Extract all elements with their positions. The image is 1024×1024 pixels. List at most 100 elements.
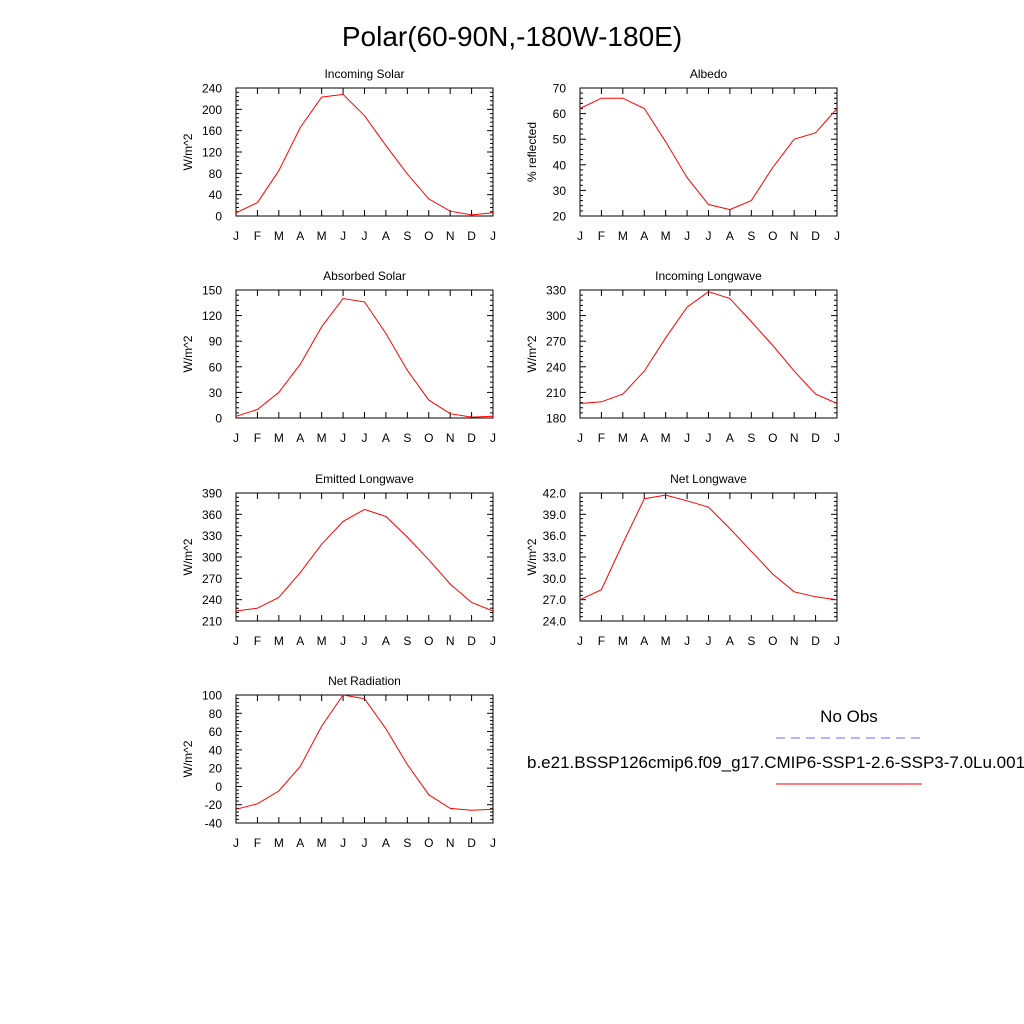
- y-tick-label: 50: [553, 133, 567, 147]
- x-tick-label: J: [362, 634, 368, 648]
- plot-frame: [235, 289, 494, 419]
- y-tick-label: 330: [546, 284, 566, 298]
- x-tick-label: S: [747, 229, 755, 243]
- x-tick-label: J: [706, 431, 712, 445]
- series-line-absorbed-solar: [235, 297, 494, 418]
- x-tick-label: J: [684, 431, 690, 445]
- y-tick-label: 60: [553, 107, 567, 121]
- x-tick-label: O: [424, 431, 433, 445]
- y-tick-label: 120: [202, 146, 222, 160]
- x-tick-label: S: [747, 634, 755, 648]
- y-tick-label: 30: [209, 386, 223, 400]
- x-tick-label: J: [490, 229, 496, 243]
- x-tick-label: D: [467, 229, 476, 243]
- x-tick-label: M: [661, 431, 671, 445]
- panel-title: Incoming Solar: [324, 67, 404, 81]
- y-tick-label: 42.0: [543, 487, 567, 501]
- x-tick-label: F: [254, 836, 261, 850]
- y-tick-label: 40: [209, 188, 223, 202]
- panel-title: Net Longwave: [670, 472, 747, 486]
- x-tick-label: J: [233, 229, 239, 243]
- x-tick-label: A: [640, 634, 648, 648]
- y-tick-label: 300: [546, 309, 566, 323]
- x-tick-label: F: [254, 229, 261, 243]
- y-tick-label: 70: [553, 82, 567, 96]
- x-tick-label: J: [233, 836, 239, 850]
- legend: No Obs b.e21.BSSP126cmip6.f09_g17.CMIP6-…: [527, 707, 1024, 785]
- x-tick-label: M: [274, 229, 284, 243]
- x-tick-label: M: [274, 634, 284, 648]
- x-tick-label: J: [577, 431, 583, 445]
- x-tick-label: A: [296, 634, 304, 648]
- y-tick-label: 210: [546, 386, 566, 400]
- x-tick-label: D: [811, 229, 820, 243]
- y-tick-label: 90: [209, 335, 223, 349]
- y-tick-label: 0: [215, 412, 222, 426]
- y-tick-label: 30.0: [543, 572, 567, 586]
- y-tick-label: 150: [202, 284, 222, 298]
- x-tick-label: A: [382, 229, 390, 243]
- x-tick-label: M: [618, 229, 628, 243]
- x-tick-label: A: [296, 431, 304, 445]
- plot-frame: [579, 492, 838, 622]
- panel-title: Emitted Longwave: [315, 472, 414, 486]
- x-tick-label: M: [618, 431, 628, 445]
- x-tick-label: A: [726, 634, 734, 648]
- x-tick-label: J: [362, 229, 368, 243]
- x-tick-label: S: [403, 229, 411, 243]
- x-tick-label: S: [747, 431, 755, 445]
- x-tick-label: A: [726, 229, 734, 243]
- y-tick-label: 330: [202, 529, 222, 543]
- x-tick-label: A: [726, 431, 734, 445]
- x-tick-label: J: [233, 431, 239, 445]
- x-tick-label: A: [382, 836, 390, 850]
- x-tick-label: N: [446, 431, 455, 445]
- x-tick-label: M: [317, 836, 327, 850]
- x-tick-label: J: [834, 229, 840, 243]
- y-tick-label: 60: [209, 360, 223, 374]
- y-tick-label: 390: [202, 487, 222, 501]
- panel-title: Absorbed Solar: [323, 269, 406, 283]
- series-line-net-radiation: [235, 694, 494, 811]
- x-tick-label: A: [382, 431, 390, 445]
- y-tick-label: 100: [202, 689, 222, 703]
- y-tick-label: 120: [202, 309, 222, 323]
- x-tick-label: S: [403, 836, 411, 850]
- y-tick-label: -40: [205, 817, 223, 831]
- y-tick-label: 240: [202, 593, 222, 607]
- plot-frame: [235, 492, 494, 622]
- x-tick-label: O: [768, 634, 777, 648]
- y-tick-label: 180: [546, 412, 566, 426]
- x-tick-label: J: [490, 634, 496, 648]
- y-tick-label: 300: [202, 551, 222, 565]
- x-tick-label: J: [834, 634, 840, 648]
- y-tick-label: 27.0: [543, 593, 567, 607]
- panel-title: Albedo: [690, 67, 728, 81]
- panel-title: Net Radiation: [328, 674, 401, 688]
- x-tick-label: F: [598, 634, 605, 648]
- x-tick-label: M: [274, 431, 284, 445]
- x-tick-label: O: [768, 229, 777, 243]
- x-tick-label: J: [362, 836, 368, 850]
- x-tick-label: M: [661, 229, 671, 243]
- x-tick-label: N: [446, 836, 455, 850]
- x-tick-label: N: [790, 634, 799, 648]
- y-tick-label: 36.0: [543, 529, 567, 543]
- x-tick-label: J: [684, 634, 690, 648]
- y-tick-label: 40: [209, 743, 223, 757]
- y-axis-label: % reflected: [525, 122, 539, 182]
- x-tick-label: J: [490, 836, 496, 850]
- y-tick-label: 160: [202, 124, 222, 138]
- x-tick-label: A: [640, 431, 648, 445]
- x-tick-label: D: [467, 431, 476, 445]
- series-line-net-longwave: [579, 494, 838, 601]
- x-tick-label: M: [317, 431, 327, 445]
- x-tick-label: F: [254, 431, 261, 445]
- series-line-incoming-solar: [235, 93, 494, 216]
- panel-title: Incoming Longwave: [655, 269, 762, 283]
- y-tick-label: 360: [202, 508, 222, 522]
- series-line-albedo: [579, 97, 838, 211]
